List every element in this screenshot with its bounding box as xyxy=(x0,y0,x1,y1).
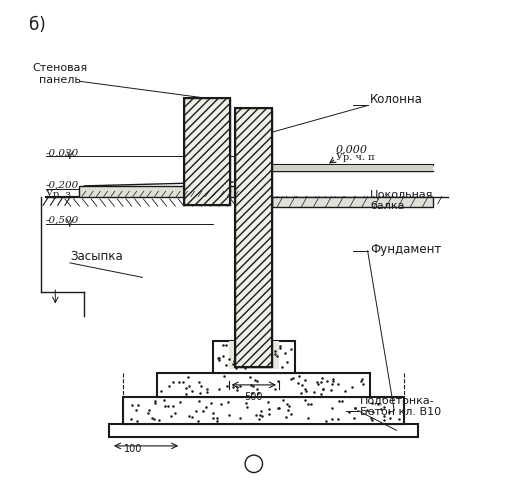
Bar xyxy=(236,108,272,367)
Bar xyxy=(272,197,433,207)
Bar xyxy=(236,108,272,367)
Text: Подбетонка-
Бетон кл. В10: Подбетонка- Бетон кл. В10 xyxy=(360,396,442,417)
Bar xyxy=(80,186,236,197)
Bar xyxy=(157,373,370,397)
Bar xyxy=(272,165,433,171)
Bar xyxy=(213,341,295,373)
Bar xyxy=(123,397,404,424)
Bar xyxy=(183,98,230,205)
Bar xyxy=(109,424,418,437)
Text: Стеновая
панель: Стеновая панель xyxy=(33,63,88,85)
Text: Цокольная
балка: Цокольная балка xyxy=(370,189,434,211)
Text: -0,200: -0,200 xyxy=(46,181,79,190)
Text: 100: 100 xyxy=(123,444,142,454)
Text: Засыпка: Засыпка xyxy=(70,250,123,263)
Bar xyxy=(229,341,279,369)
Text: Колонна: Колонна xyxy=(370,93,423,106)
Text: Ур. з.: Ур. з. xyxy=(46,189,74,199)
Text: Фундамент: Фундамент xyxy=(370,243,441,256)
Text: 20': 20' xyxy=(256,351,269,360)
Text: 0,000: 0,000 xyxy=(336,145,368,154)
Text: 500: 500 xyxy=(245,392,263,402)
Text: б): б) xyxy=(28,16,45,34)
Bar xyxy=(183,98,230,205)
Text: Ур. ч. п: Ур. ч. п xyxy=(336,153,375,162)
Text: 3%: 3% xyxy=(249,174,264,184)
Text: -0,500: -0,500 xyxy=(46,216,79,225)
Text: -0,030: -0,030 xyxy=(46,149,79,157)
